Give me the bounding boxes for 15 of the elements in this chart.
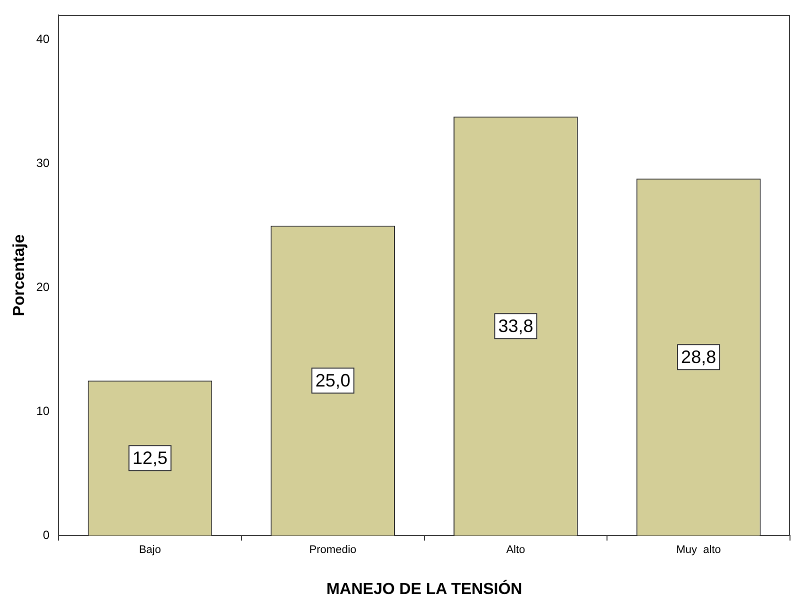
y-tick-label: 10 [36,404,50,418]
x-axis-title: MANEJO DE LA TENSIÓN [326,578,522,598]
x-tick-label: Promedio [309,544,356,556]
x-tick-label: Bajo [138,544,161,556]
data-label: 28,8 [681,347,716,368]
x-tick-label: Muy alto [676,544,721,556]
y-tick-label: 40 [36,32,50,46]
y-axis-title: Porcentaje [11,234,28,316]
y-tick-label: 30 [36,156,50,170]
data-label: 25,0 [315,370,350,391]
y-tick-label: 0 [42,528,50,542]
data-label: 12,5 [132,448,168,468]
y-tick-label: 20 [36,280,50,294]
data-label: 33,8 [498,316,534,336]
x-tick-label: Alto [506,544,526,556]
